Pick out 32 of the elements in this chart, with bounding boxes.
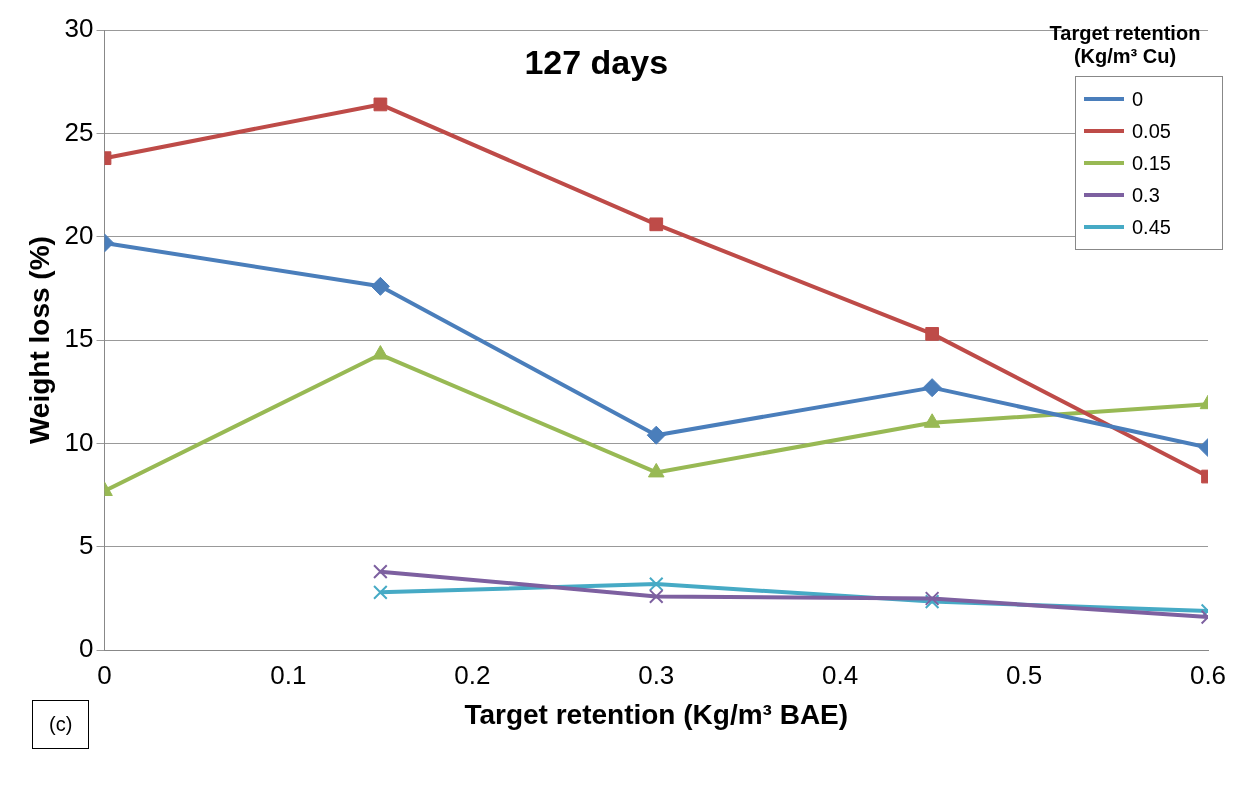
point — [648, 589, 664, 604]
y-tick-label: 10 — [64, 426, 94, 457]
x-tick-label: 0.4 — [822, 659, 859, 690]
text: (c) — [32, 700, 90, 749]
x-tick-label: 0.2 — [454, 659, 491, 690]
point — [922, 378, 942, 398]
legend-label: 0.15 — [1132, 151, 1171, 175]
legend-label: 0 — [1132, 87, 1144, 111]
point — [648, 576, 664, 592]
y-tick-label: 30 — [64, 13, 94, 44]
x-tick-label: 0.3 — [638, 659, 675, 690]
x-tick-label: 0.1 — [270, 659, 307, 690]
legend-label: 0.45 — [1132, 215, 1171, 239]
y-tick-label: 15 — [64, 323, 94, 354]
point — [373, 97, 388, 112]
y-tick-label: 25 — [64, 116, 94, 147]
point — [649, 217, 664, 232]
y-tick-label: 0 — [79, 633, 94, 664]
y-tick-label: 5 — [79, 530, 94, 561]
y-axis-title: Weight loss (%) — [23, 236, 55, 445]
y-tick-label: 20 — [64, 219, 94, 250]
point — [925, 327, 939, 341]
x-axis-title: Target retention (Kg/m³ BAE) — [464, 698, 849, 730]
x-tick-label: 0.5 — [1006, 659, 1043, 690]
point — [646, 425, 666, 445]
legend-label: 0.3 — [1132, 183, 1160, 207]
chart-title: 127 days — [524, 43, 669, 82]
x-tick-label: 0.6 — [1189, 659, 1227, 690]
point — [373, 584, 388, 600]
legend-title: Target retention (Kg/m³ Cu) — [1048, 22, 1202, 68]
point — [373, 564, 388, 580]
legend-label: 0.05 — [1132, 119, 1171, 143]
